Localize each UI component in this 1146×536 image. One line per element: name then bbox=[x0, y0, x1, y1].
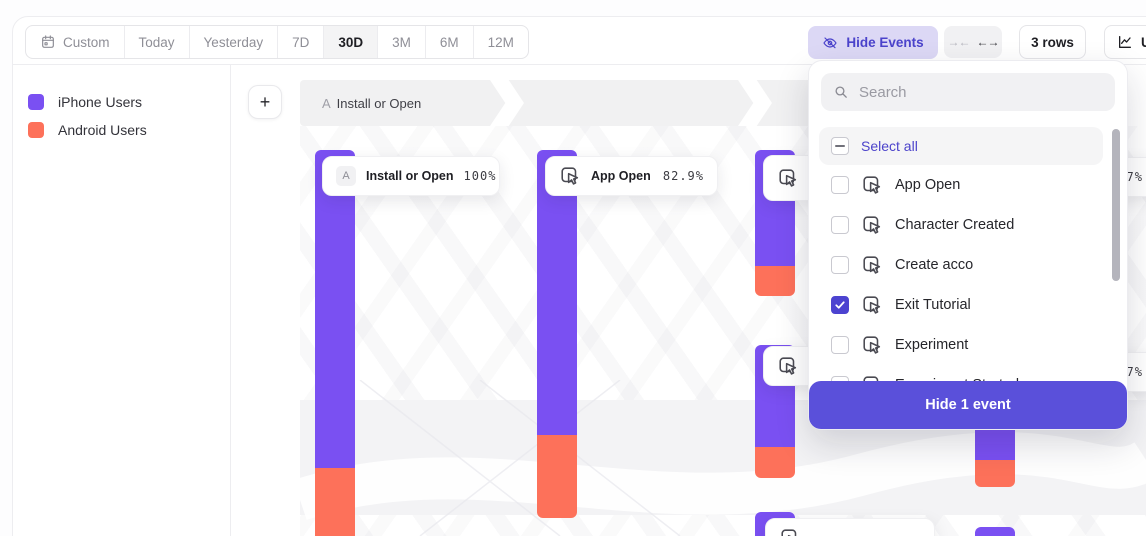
cursor-click-icon bbox=[779, 357, 797, 375]
cursor-click-icon bbox=[863, 296, 881, 314]
chevron-separator-icon bbox=[490, 80, 524, 126]
date-range-group: Custom Today Yesterday 7D 30D 3M 6M 12M bbox=[25, 25, 529, 59]
event-label: Character Created bbox=[895, 217, 1015, 233]
eye-off-icon bbox=[823, 36, 838, 48]
collapse-columns-button[interactable]: →← bbox=[947, 35, 971, 49]
legend-label: Android Users bbox=[58, 122, 147, 138]
cursor-click-icon bbox=[863, 176, 881, 194]
step-name: Install or Open bbox=[336, 95, 422, 111]
date-range-custom[interactable]: Custom bbox=[26, 26, 124, 58]
hide-action-label: Hide 1 event bbox=[925, 397, 1011, 413]
date-range-label: 6M bbox=[439, 34, 459, 50]
legend-item-iphone[interactable]: iPhone Users bbox=[28, 94, 142, 110]
event-label: Exit Tutorial bbox=[895, 297, 971, 313]
event-checkbox[interactable] bbox=[831, 176, 849, 194]
funnel-bar-iphone[interactable] bbox=[975, 527, 1015, 536]
step-card-app-open[interactable]: App Open 82.9% bbox=[545, 156, 718, 196]
plus-icon: + bbox=[259, 91, 271, 112]
legend-panel-divider bbox=[230, 65, 231, 536]
funnel-bar-android[interactable] bbox=[537, 435, 577, 518]
android-color-swatch bbox=[28, 122, 44, 138]
legend-label: iPhone Users bbox=[58, 94, 143, 110]
step-card-percent: 100% bbox=[463, 169, 497, 183]
indeterminate-icon bbox=[835, 145, 845, 147]
date-range-6m[interactable]: 6M bbox=[424, 26, 473, 58]
funnel-bar-android[interactable] bbox=[975, 460, 1015, 487]
hide-selected-events-button[interactable]: Hide 1 event bbox=[809, 381, 1127, 429]
step-badge: A bbox=[336, 166, 356, 186]
date-range-label: 7D bbox=[292, 34, 310, 50]
funnel-bar-android[interactable] bbox=[315, 468, 355, 536]
event-checkbox[interactable] bbox=[831, 296, 849, 314]
event-row-exit-tutorial[interactable]: Exit Tutorial bbox=[819, 285, 1103, 325]
event-row-app-open[interactable]: App Open bbox=[819, 165, 1103, 205]
chevron-separator-icon bbox=[738, 80, 772, 126]
date-range-yesterday[interactable]: Yesterday bbox=[188, 26, 278, 58]
funnel-bar-iphone[interactable] bbox=[315, 150, 355, 468]
step-card-install-or-open[interactable]: A Install or Open 100% bbox=[322, 156, 500, 196]
rows-count-label: 3 rows bbox=[1031, 34, 1074, 50]
cursor-click-icon bbox=[863, 216, 881, 234]
cursor-click-icon bbox=[863, 256, 881, 274]
funnel-bar-android[interactable] bbox=[755, 266, 795, 296]
add-step-button[interactable]: + bbox=[248, 85, 282, 119]
banner-text: A Install or Open bbox=[300, 96, 421, 111]
date-range-label: Yesterday bbox=[203, 34, 264, 50]
date-range-today[interactable]: Today bbox=[123, 26, 189, 58]
check-icon bbox=[835, 301, 845, 309]
date-range-label: Custom bbox=[63, 34, 110, 50]
select-all-checkbox[interactable] bbox=[831, 137, 849, 155]
cursor-click-icon bbox=[781, 529, 797, 536]
step-letter: A bbox=[322, 95, 331, 111]
chart-type-label: U bbox=[1141, 34, 1146, 50]
step-card-bottom-row[interactable] bbox=[765, 518, 935, 536]
line-chart-icon bbox=[1119, 36, 1131, 48]
event-label: App Open bbox=[895, 177, 961, 193]
cursor-click-icon bbox=[863, 336, 881, 354]
step-card-percent: 82.9% bbox=[662, 169, 704, 183]
date-range-label: Today bbox=[138, 34, 175, 50]
date-range-3m[interactable]: 3M bbox=[377, 26, 425, 58]
hide-events-button[interactable]: Hide Events bbox=[808, 26, 938, 59]
collapse-expand-group: →← ←→ bbox=[944, 26, 1002, 58]
date-range-7d[interactable]: 7D bbox=[277, 26, 323, 58]
cursor-click-icon bbox=[561, 167, 579, 185]
event-checkbox[interactable] bbox=[831, 256, 849, 274]
event-row-character-created[interactable]: Character Created bbox=[819, 205, 1103, 245]
dropdown-scrollbar[interactable] bbox=[1112, 129, 1120, 281]
date-range-12m[interactable]: 12M bbox=[472, 26, 528, 58]
hide-events-label: Hide Events bbox=[846, 35, 924, 50]
date-range-label: 3M bbox=[392, 34, 411, 50]
step-card-title: App Open bbox=[591, 169, 651, 183]
event-checkbox[interactable] bbox=[831, 336, 849, 354]
date-range-30d[interactable]: 30D bbox=[323, 26, 378, 58]
event-label: Experiment bbox=[895, 337, 969, 353]
event-search-box[interactable] bbox=[821, 73, 1115, 111]
background-flow-curves bbox=[300, 380, 1146, 536]
date-range-label: 12M bbox=[487, 34, 514, 50]
event-list: App Open Character Created Create acco E… bbox=[819, 165, 1103, 405]
select-all-label: Select all bbox=[861, 138, 918, 154]
date-range-label: 30D bbox=[338, 34, 364, 50]
event-search-input[interactable] bbox=[859, 83, 1103, 101]
event-checkbox[interactable] bbox=[831, 216, 849, 234]
search-icon bbox=[835, 86, 847, 98]
event-label: Create acco bbox=[895, 257, 974, 273]
event-row-experiment[interactable]: Experiment bbox=[819, 325, 1103, 365]
iphone-color-swatch bbox=[28, 94, 44, 110]
funnel-bar-android[interactable] bbox=[755, 447, 795, 478]
toolbar-divider bbox=[13, 64, 1146, 65]
rows-count-button[interactable]: 3 rows bbox=[1019, 25, 1086, 59]
step-card-title: Install or Open bbox=[366, 169, 454, 183]
funnel-step-banner[interactable]: A Install or Open bbox=[300, 80, 845, 126]
funnel-bar-iphone[interactable] bbox=[537, 150, 577, 435]
calendar-icon bbox=[42, 35, 54, 48]
select-all-row[interactable]: Select all bbox=[819, 127, 1103, 165]
expand-columns-button[interactable]: ←→ bbox=[976, 35, 1000, 49]
chart-type-button[interactable]: U bbox=[1104, 25, 1146, 59]
cursor-click-icon bbox=[779, 169, 797, 187]
event-row-create-acco[interactable]: Create acco bbox=[819, 245, 1103, 285]
hide-events-dropdown: Select all App Open Character Created Cr… bbox=[808, 60, 1128, 430]
legend-item-android[interactable]: Android Users bbox=[28, 122, 147, 138]
